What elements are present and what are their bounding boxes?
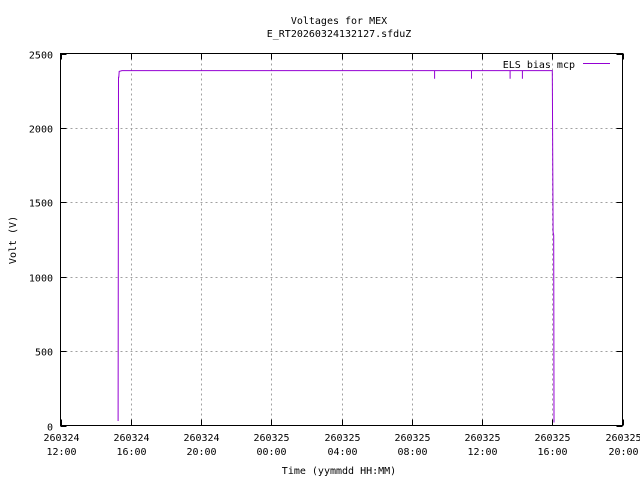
y-tick-label: 1000 xyxy=(29,274,53,285)
x-tick-time-label: 12:00 xyxy=(467,447,497,458)
x-tick-time-label: 16:00 xyxy=(537,447,567,458)
x-tick-time-label: 20:00 xyxy=(186,447,216,458)
y-tick-label: 0 xyxy=(47,423,53,434)
y-tick-label: 2500 xyxy=(29,51,53,62)
x-axis-label: Time (yymmdd HH:MM) xyxy=(282,466,396,477)
x-tick-date-label: 260325 xyxy=(605,433,640,444)
plot-frame xyxy=(60,53,623,426)
x-tick-time-label: 08:00 xyxy=(397,447,427,458)
legend: ELS bias mcp xyxy=(503,60,610,71)
series-line xyxy=(117,70,555,423)
x-tick-date-label: 260325 xyxy=(534,433,570,444)
chart-subtitle: E_RT20260324132127.sfduZ xyxy=(267,29,412,40)
grid-layer xyxy=(60,53,623,426)
tick-layer: 0 500 1000 1500 2000 2500 260324 12:00 260324 16:… xyxy=(29,51,640,459)
x-tick-date-label: 260324 xyxy=(43,433,79,444)
x-tick-date-label: 260325 xyxy=(324,433,360,444)
x-tick-date-label: 260325 xyxy=(253,433,289,444)
y-tick-label: 1500 xyxy=(29,199,53,210)
x-tick-time-label: 16:00 xyxy=(116,447,146,458)
x-tick-date-label: 260324 xyxy=(113,433,149,444)
x-tick-date-label: 260325 xyxy=(464,433,500,444)
y-axis-label: Volt (V) xyxy=(8,216,19,264)
x-tick-time-label: 04:00 xyxy=(327,447,357,458)
x-tick-time-label: 00:00 xyxy=(256,447,286,458)
chart-title: Voltages for MEX xyxy=(291,16,387,27)
legend-label: ELS bias mcp xyxy=(503,60,575,71)
y-tick-label: 2000 xyxy=(29,125,53,136)
x-tick-date-label: 260325 xyxy=(394,433,430,444)
x-tick-time-label: 12:00 xyxy=(46,447,76,458)
x-tick-time-label: 20:00 xyxy=(608,447,638,458)
y-tick-label: 500 xyxy=(35,348,53,359)
x-tick-date-label: 260324 xyxy=(183,433,219,444)
series-layer xyxy=(117,70,555,423)
